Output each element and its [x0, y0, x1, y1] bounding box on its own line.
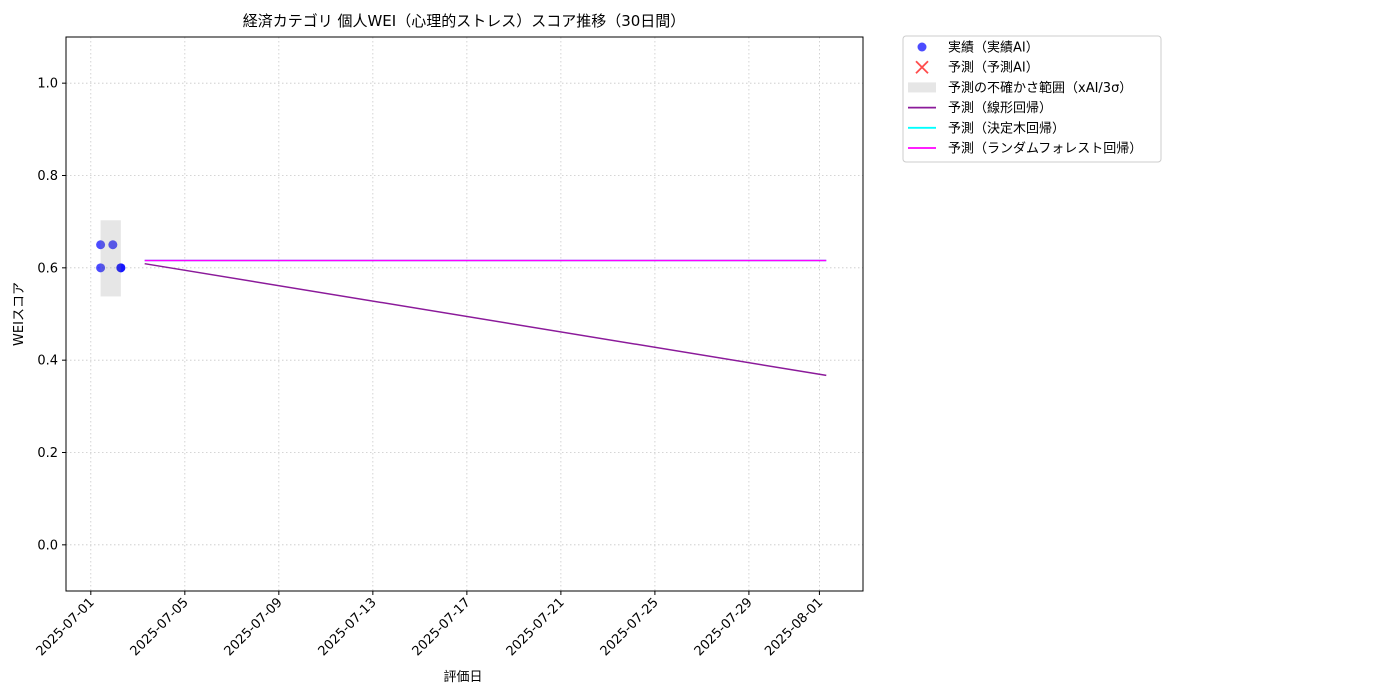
x-tick-label: 2025-07-21	[504, 595, 568, 659]
y-tick-label: 0.6	[37, 261, 58, 276]
legend-label: 予測（線形回帰）	[948, 100, 1052, 116]
x-tick-label: 2025-07-25	[598, 595, 662, 659]
y-tick-label: 0.0	[37, 538, 58, 553]
legend-label: 予測の不確かさ範囲（xAI/3σ）	[948, 80, 1132, 96]
y-tick-label: 0.2	[37, 446, 58, 461]
x-tick-label: 2025-07-09	[222, 595, 286, 659]
x-tick-label: 2025-07-05	[128, 595, 192, 659]
y-tick-label: 0.4	[37, 354, 58, 369]
x-tick-label: 2025-08-01	[762, 595, 826, 659]
x-axis-label: 評価日	[443, 670, 482, 685]
y-tick-label: 0.8	[37, 169, 58, 184]
legend-label: 予測（決定木回帰）	[948, 120, 1065, 136]
scatter-point	[96, 240, 106, 250]
plot-frame	[65, 36, 864, 592]
y-tick-label: 1.0	[37, 77, 58, 92]
scatter-point	[116, 263, 126, 273]
legend-marker	[917, 42, 927, 52]
legend-label: 予測（予測AI）	[948, 61, 1039, 76]
legend-label: 実績（実績AI）	[948, 40, 1039, 56]
x-tick-label: 2025-07-13	[316, 595, 380, 659]
uncertainty-band	[100, 220, 121, 297]
scatter-point	[108, 240, 118, 250]
chart-title: 経済カテゴリ 個人WEI（心理的ストレス）スコア推移（30日間）	[243, 12, 686, 30]
y-axis-label: WEIスコア	[12, 282, 27, 346]
scatter-point	[96, 263, 106, 273]
legend-label: 予測（ランダムフォレスト回帰）	[948, 141, 1142, 157]
x-tick-label: 2025-07-29	[692, 595, 756, 659]
legend-marker	[908, 82, 936, 93]
x-tick-label: 2025-07-01	[34, 595, 98, 659]
legend-box	[902, 35, 1162, 163]
x-tick-label: 2025-07-17	[410, 595, 474, 659]
prediction-line	[144, 262, 827, 377]
legend-marker	[915, 60, 929, 74]
